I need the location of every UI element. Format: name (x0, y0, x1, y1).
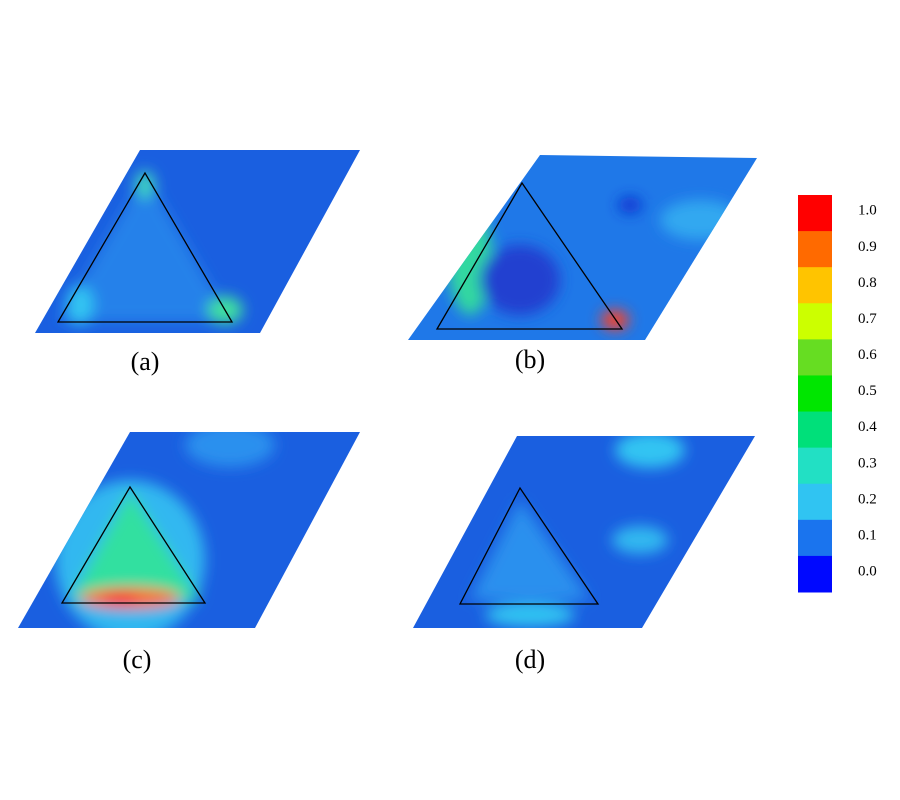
panel-label: (a) (131, 347, 160, 376)
colorbar-label: 1.0 (858, 203, 877, 219)
panel-c (18, 432, 360, 628)
colorbar-cell (798, 483, 832, 521)
colorbar-cell (798, 519, 832, 557)
colorbar-label: 0.9 (858, 239, 877, 255)
panel-a (35, 150, 360, 333)
colorbar-label: 0.3 (858, 455, 877, 471)
colorbar: 1.0 0.9 0.8 0.7 0.6 0.5 0.4 0.3 0.2 0.1 0.0 (798, 195, 877, 593)
colorbar-cell (798, 231, 832, 268)
panel-b (408, 155, 757, 340)
colorbar-cell (798, 447, 832, 485)
panel-label: (b) (515, 345, 545, 374)
colorbar-cell (798, 303, 832, 340)
panel-label: (c) (123, 645, 152, 674)
colorbar-cell (798, 555, 832, 593)
colorbar-cell (798, 411, 832, 449)
colorbar-cell (798, 339, 832, 376)
colorbar-label: 0.1 (858, 527, 877, 543)
colorbar-cell (798, 375, 832, 413)
colorbar-cell (798, 195, 832, 232)
colorbar-label: 0.4 (858, 419, 877, 435)
colorbar-cell (798, 267, 832, 304)
colorbar-label: 0.5 (858, 383, 877, 399)
colorbar-label: 0.7 (858, 311, 877, 327)
colorbar-label: 0.2 (858, 491, 877, 507)
colorbar-label: 0.8 (858, 275, 877, 291)
colorbar-label: 0.6 (858, 347, 877, 363)
colorbar-label: 0.0 (858, 564, 877, 580)
panel-d (413, 436, 755, 628)
panel-label: (d) (515, 645, 545, 674)
